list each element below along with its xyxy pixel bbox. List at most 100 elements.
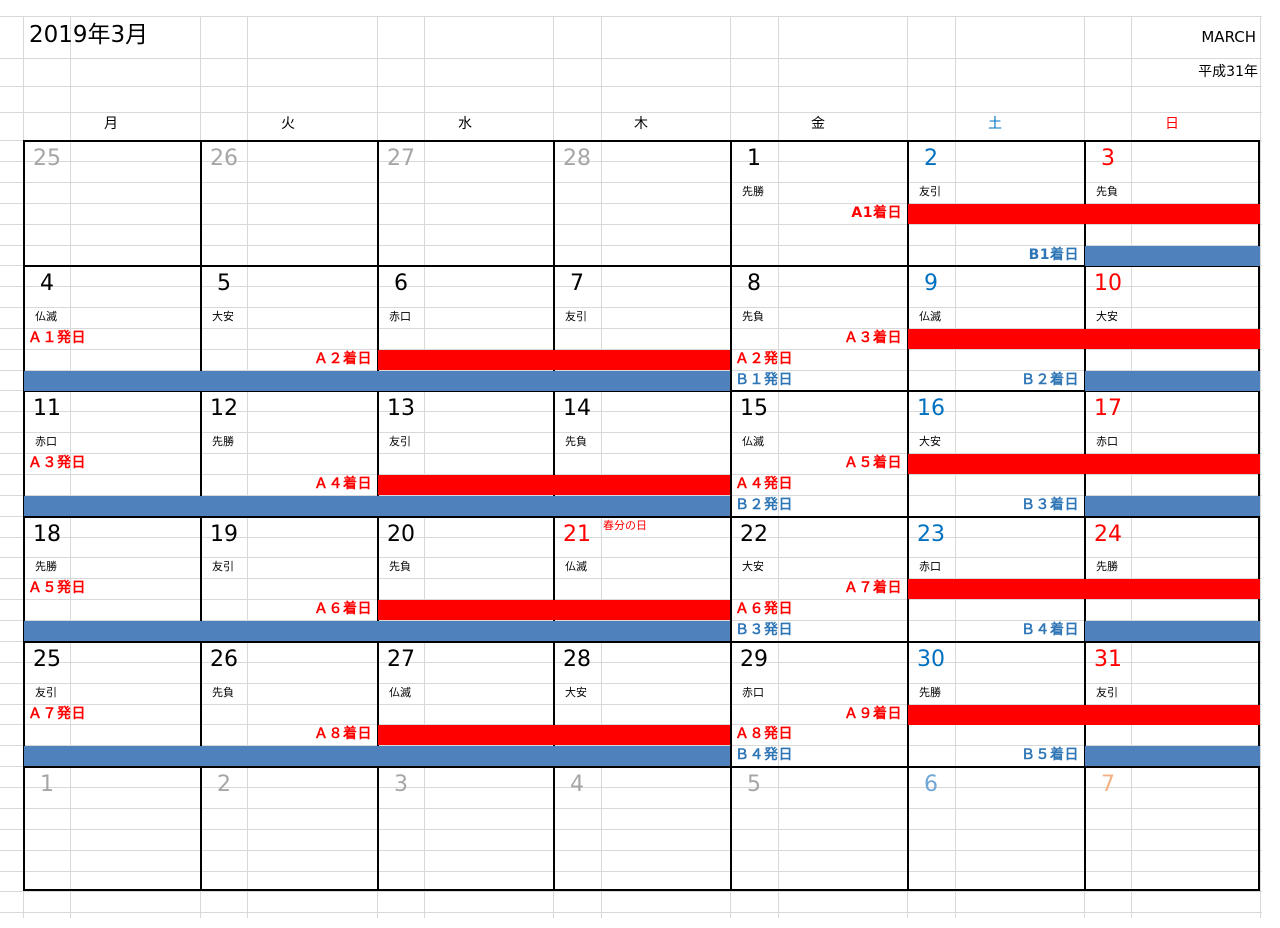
sheet-gridline xyxy=(0,724,1262,725)
day-number-wednesday[interactable]: 27 xyxy=(387,647,415,672)
day-number-sunday[interactable]: 31 xyxy=(1094,647,1122,672)
rokuyo-label: 赤口 xyxy=(389,310,411,323)
weekday-sunday: 日 xyxy=(1165,116,1179,132)
schedule-event-label[interactable]: Ｂ２着日 xyxy=(1021,372,1079,388)
schedule-event-label[interactable]: B1着日 xyxy=(1028,247,1079,263)
day-number-friday[interactable]: 29 xyxy=(740,647,768,672)
day-number-wednesday[interactable]: 20 xyxy=(387,522,415,547)
day-number-monday[interactable]: 18 xyxy=(33,522,61,547)
schedule-event-label[interactable]: Ａ４発日 xyxy=(735,476,793,492)
sheet-gridline xyxy=(0,912,1262,913)
day-number-tuesday[interactable]: 12 xyxy=(210,396,238,421)
schedule-event-label[interactable]: Ａ３着日 xyxy=(844,330,902,346)
schedule-bar-red xyxy=(378,350,730,370)
schedule-event-label[interactable]: Ａ８着日 xyxy=(314,726,372,742)
schedule-event-label[interactable]: Ａ９着日 xyxy=(844,706,902,722)
day-number-monday[interactable]: 25 xyxy=(33,647,61,672)
schedule-event-label[interactable]: Ａ３発日 xyxy=(28,455,86,471)
schedule-event-label[interactable]: Ｂ５着日 xyxy=(1021,747,1079,763)
schedule-event-label[interactable]: Ａ６着日 xyxy=(314,601,372,617)
holiday-label: 春分の日 xyxy=(603,519,647,532)
schedule-event-label[interactable]: Ａ４着日 xyxy=(314,476,372,492)
schedule-event-label[interactable]: Ａ７発日 xyxy=(28,706,86,722)
sheet-gridline xyxy=(70,16,71,918)
schedule-event-label[interactable]: Ａ５着日 xyxy=(844,455,902,471)
rokuyo-label: 大安 xyxy=(742,560,764,573)
rokuyo-label: 仏滅 xyxy=(742,435,764,448)
day-number-saturday[interactable]: 16 xyxy=(917,396,945,421)
schedule-bar-red xyxy=(908,204,1260,224)
rokuyo-label: 先負 xyxy=(212,686,234,699)
day-number-friday[interactable]: 5 xyxy=(747,772,761,797)
day-number-sunday[interactable]: 17 xyxy=(1094,396,1122,421)
day-number-monday[interactable]: 1 xyxy=(40,772,54,797)
sheet-gridline xyxy=(0,286,1262,287)
schedule-event-label[interactable]: Ａ２着日 xyxy=(314,351,372,367)
day-number-thursday[interactable]: 14 xyxy=(563,396,591,421)
rokuyo-label: 赤口 xyxy=(1096,435,1118,448)
schedule-event-label[interactable]: Ａ２発日 xyxy=(735,351,793,367)
day-number-wednesday[interactable]: 13 xyxy=(387,396,415,421)
day-number-saturday[interactable]: 6 xyxy=(924,772,938,797)
day-number-friday[interactable]: 15 xyxy=(740,396,768,421)
schedule-event-label[interactable]: Ａ８発日 xyxy=(735,726,793,742)
schedule-event-label[interactable]: Ａ５発日 xyxy=(28,580,86,596)
sheet-gridline xyxy=(778,16,779,918)
schedule-event-label[interactable]: Ｂ３着日 xyxy=(1021,497,1079,513)
day-number-thursday[interactable]: 21 xyxy=(563,522,591,547)
day-number-tuesday[interactable]: 26 xyxy=(210,146,238,171)
day-number-wednesday[interactable]: 3 xyxy=(394,772,408,797)
day-number-thursday[interactable]: 28 xyxy=(563,146,591,171)
schedule-event-label[interactable]: Ｂ４発日 xyxy=(735,747,793,763)
day-number-tuesday[interactable]: 26 xyxy=(210,647,238,672)
sheet-gridline xyxy=(0,453,1262,454)
schedule-event-label[interactable]: Ｂ４着日 xyxy=(1021,622,1079,638)
rokuyo-label: 大安 xyxy=(1096,310,1118,323)
day-number-sunday[interactable]: 3 xyxy=(1101,146,1115,171)
page-title: 2019年3月 xyxy=(29,22,149,48)
day-number-saturday[interactable]: 23 xyxy=(917,522,945,547)
day-number-tuesday[interactable]: 2 xyxy=(217,772,231,797)
day-number-sunday[interactable]: 7 xyxy=(1101,772,1115,797)
schedule-bar-blue xyxy=(24,621,730,641)
day-number-friday[interactable]: 22 xyxy=(740,522,768,547)
day-number-monday[interactable]: 25 xyxy=(33,146,61,171)
sheet-gridline xyxy=(0,432,1262,433)
day-number-saturday[interactable]: 30 xyxy=(917,647,945,672)
schedule-event-label[interactable]: Ａ１発日 xyxy=(28,330,86,346)
weekday-tuesday: 火 xyxy=(281,116,295,132)
schedule-bar-blue xyxy=(24,746,730,766)
rokuyo-label: 大安 xyxy=(565,686,587,699)
day-number-sunday[interactable]: 10 xyxy=(1094,271,1122,296)
schedule-event-label[interactable]: A1着日 xyxy=(851,205,902,221)
day-number-wednesday[interactable]: 6 xyxy=(394,271,408,296)
day-number-thursday[interactable]: 7 xyxy=(570,271,584,296)
day-number-thursday[interactable]: 4 xyxy=(570,772,584,797)
schedule-event-label[interactable]: Ｂ３発日 xyxy=(735,622,793,638)
day-column-divider xyxy=(730,140,732,891)
sheet-gridline xyxy=(1260,16,1261,918)
day-number-monday[interactable]: 4 xyxy=(40,271,54,296)
day-number-saturday[interactable]: 2 xyxy=(924,146,938,171)
rokuyo-label: 仏滅 xyxy=(919,310,941,323)
week-divider xyxy=(23,390,1260,392)
schedule-bar-red xyxy=(908,579,1260,599)
day-number-wednesday[interactable]: 27 xyxy=(387,146,415,171)
sheet-gridline xyxy=(0,182,1262,183)
rokuyo-label: 赤口 xyxy=(919,560,941,573)
rokuyo-label: 先勝 xyxy=(742,185,764,198)
schedule-event-label[interactable]: Ｂ１発日 xyxy=(735,372,793,388)
schedule-event-label[interactable]: Ｂ２発日 xyxy=(735,497,793,513)
schedule-event-label[interactable]: Ａ６発日 xyxy=(735,601,793,617)
day-number-thursday[interactable]: 28 xyxy=(563,647,591,672)
rokuyo-label: 先勝 xyxy=(35,560,57,573)
day-number-friday[interactable]: 8 xyxy=(747,271,761,296)
day-number-monday[interactable]: 11 xyxy=(33,396,61,421)
day-number-sunday[interactable]: 24 xyxy=(1094,522,1122,547)
sheet-gridline xyxy=(0,495,1262,496)
schedule-event-label[interactable]: Ａ７着日 xyxy=(844,580,902,596)
day-number-friday[interactable]: 1 xyxy=(747,146,761,171)
day-number-tuesday[interactable]: 19 xyxy=(210,522,238,547)
day-number-tuesday[interactable]: 5 xyxy=(217,271,231,296)
day-number-saturday[interactable]: 9 xyxy=(924,271,938,296)
